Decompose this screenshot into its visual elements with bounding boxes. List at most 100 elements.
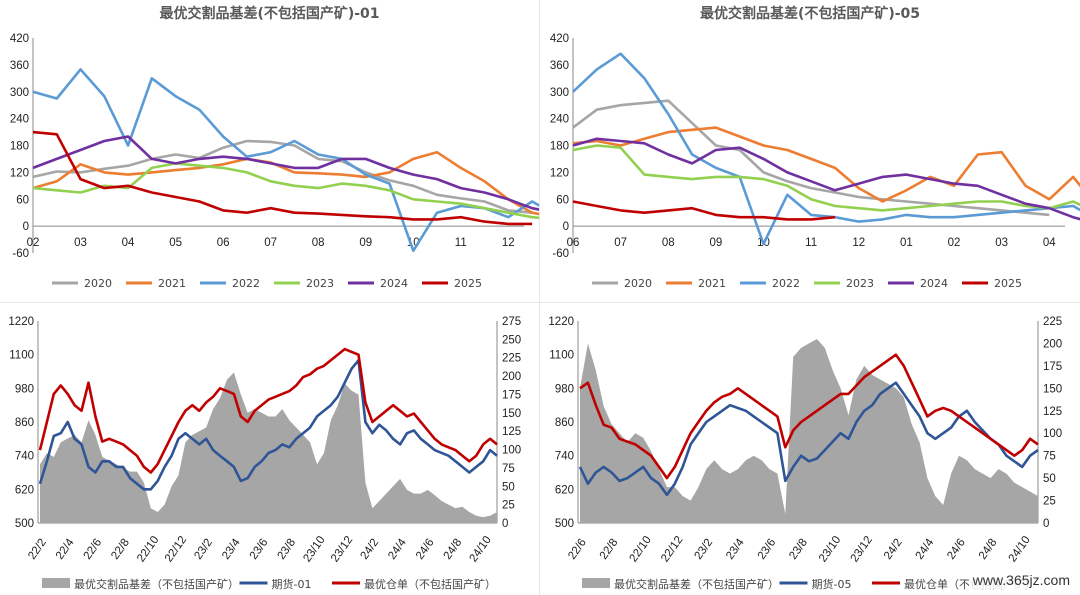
series-line-2020 <box>32 139 533 214</box>
series-area <box>40 372 497 523</box>
right-y-tick-label: 75 <box>1043 451 1056 463</box>
y-tick-label: 300 <box>10 87 29 99</box>
legend-label: 最优交割品基差（不包括国产矿） <box>614 577 779 591</box>
legend-swatch <box>42 578 70 588</box>
legend-label: 2024 <box>380 277 408 290</box>
left-y-tick-label: 980 <box>555 383 574 395</box>
x-tick-label: 23/12 <box>329 534 355 564</box>
x-tick-label: 09 <box>359 237 372 249</box>
y-tick-label: 240 <box>10 114 29 126</box>
right-y-tick-label: 125 <box>1043 406 1062 418</box>
series-line-2025 <box>32 130 533 226</box>
x-tick-label: 12 <box>852 237 865 249</box>
right-y-tick-label: 175 <box>502 389 521 401</box>
right-y-tick-label: 225 <box>502 353 521 365</box>
x-tick-label: 24/4 <box>386 536 409 562</box>
right-y-tick-label: 25 <box>502 500 515 512</box>
left-y-tick-label: 980 <box>15 383 34 395</box>
x-tick-label: 02 <box>948 237 961 249</box>
legend-swatch <box>582 578 610 588</box>
chart-title: 最优交割品基差(不包括国产矿)-05 <box>700 5 920 22</box>
legend-label: 2025 <box>454 277 482 290</box>
chart-title: 最优交割品基差(不包括国产矿)-01 <box>159 5 379 22</box>
watermark-text: www.365jz.com <box>968 571 1074 589</box>
left-y-tick-label: 500 <box>15 518 34 530</box>
y-tick-label: 0 <box>23 221 29 233</box>
legend-label: 最优交割品基差（不包括国产矿） <box>74 577 239 591</box>
legend-label: 2023 <box>306 277 334 290</box>
x-tick-label: 24/2 <box>359 537 382 562</box>
x-tick-label: 24/10 <box>1007 534 1033 564</box>
y-tick-label: 360 <box>550 60 569 72</box>
x-tick-label: 02 <box>27 237 40 249</box>
chart-basis-futures-01: 500 620 740 860 980 1100 1220 0 25 50 75 100 125 150 1… <box>8 316 521 591</box>
y-tick-label: 60 <box>16 194 29 206</box>
series-line-2021 <box>572 126 1080 203</box>
left-y-tick-label: 500 <box>555 518 574 530</box>
left-y-tick-label: 1100 <box>549 350 574 362</box>
x-tick-label: 03 <box>995 237 1008 249</box>
x-tick-label: 23/2 <box>693 537 716 562</box>
series-line-2024 <box>32 135 539 211</box>
x-tick-label: 23/4 <box>220 536 243 562</box>
x-tick-label: 23/10 <box>817 534 843 564</box>
series-line <box>38 347 498 474</box>
right-y-tick-label: 75 <box>502 463 515 475</box>
left-y-tick-label: 620 <box>15 484 34 496</box>
x-tick-label: 07 <box>264 237 277 249</box>
legend-label: 2025 <box>994 277 1022 290</box>
right-y-tick-label: 50 <box>1043 473 1056 485</box>
left-y-tick-label: 1220 <box>8 316 34 328</box>
x-tick-label: 22/4 <box>54 536 77 562</box>
left-y-tick-label: 1220 <box>548 316 574 328</box>
x-tick-label: 01 <box>900 237 913 249</box>
y-tick-label: 0 <box>563 221 569 233</box>
vertical-divider <box>539 0 540 595</box>
legend-label: 2021 <box>158 277 186 290</box>
x-tick-label: 11 <box>455 237 467 249</box>
series-line-2020 <box>572 99 1050 217</box>
right-y-tick-label: 0 <box>502 518 508 530</box>
x-tick-label: 23/10 <box>301 534 327 564</box>
x-tick-label: 05 <box>169 237 182 249</box>
right-y-tick-label: 100 <box>1043 428 1062 440</box>
legend-label: 期货-01 <box>272 577 312 591</box>
x-tick-label: 23/12 <box>849 534 875 564</box>
left-y-tick-label: 860 <box>555 417 574 429</box>
x-tick-label: 22/6 <box>82 537 105 562</box>
x-tick-label: 03 <box>74 237 87 249</box>
x-tick-label: 24/4 <box>914 536 937 562</box>
legend-label: 2022 <box>772 277 800 290</box>
x-tick-label: 23/2 <box>192 537 215 562</box>
right-y-tick-label: 100 <box>502 445 521 457</box>
x-tick-label: 24/6 <box>945 537 968 562</box>
x-tick-label: 24/8 <box>977 537 1000 562</box>
y-tick-label: 360 <box>10 60 29 72</box>
y-tick-label: 120 <box>550 167 569 179</box>
horizontal-divider <box>0 302 1080 303</box>
right-y-tick-label: 25 <box>1043 496 1056 508</box>
right-y-tick-label: 125 <box>502 426 521 438</box>
left-y-tick-label: 860 <box>15 417 34 429</box>
right-y-tick-label: 250 <box>502 334 521 346</box>
right-y-tick-label: 150 <box>502 408 521 420</box>
right-y-tick-label: 200 <box>502 371 521 383</box>
series-line <box>38 358 498 491</box>
x-tick-label: 22/8 <box>598 537 621 562</box>
series-line-2024 <box>572 137 1080 221</box>
right-y-tick-label: 175 <box>1043 361 1062 373</box>
y-tick-label: -60 <box>12 248 29 260</box>
y-tick-label: 60 <box>556 194 569 206</box>
series-line-2021 <box>32 150 539 216</box>
x-tick-label: 23/6 <box>756 537 779 562</box>
x-tick-label: 23/8 <box>275 537 298 562</box>
left-y-tick-label: 740 <box>15 451 34 463</box>
x-tick-label: 24/6 <box>414 537 437 562</box>
x-tick-label: 04 <box>122 237 135 249</box>
legend-label: 2021 <box>698 277 726 290</box>
left-y-tick-label: 620 <box>555 484 574 496</box>
x-tick-label: 22/8 <box>109 537 132 562</box>
chart-basis-futures-05: 500 620 740 860 980 1100 1220 0 25 50 75 100 125 150 1… <box>548 316 1062 591</box>
y-tick-label: 420 <box>10 33 29 45</box>
x-tick-label: 04 <box>1043 237 1056 249</box>
